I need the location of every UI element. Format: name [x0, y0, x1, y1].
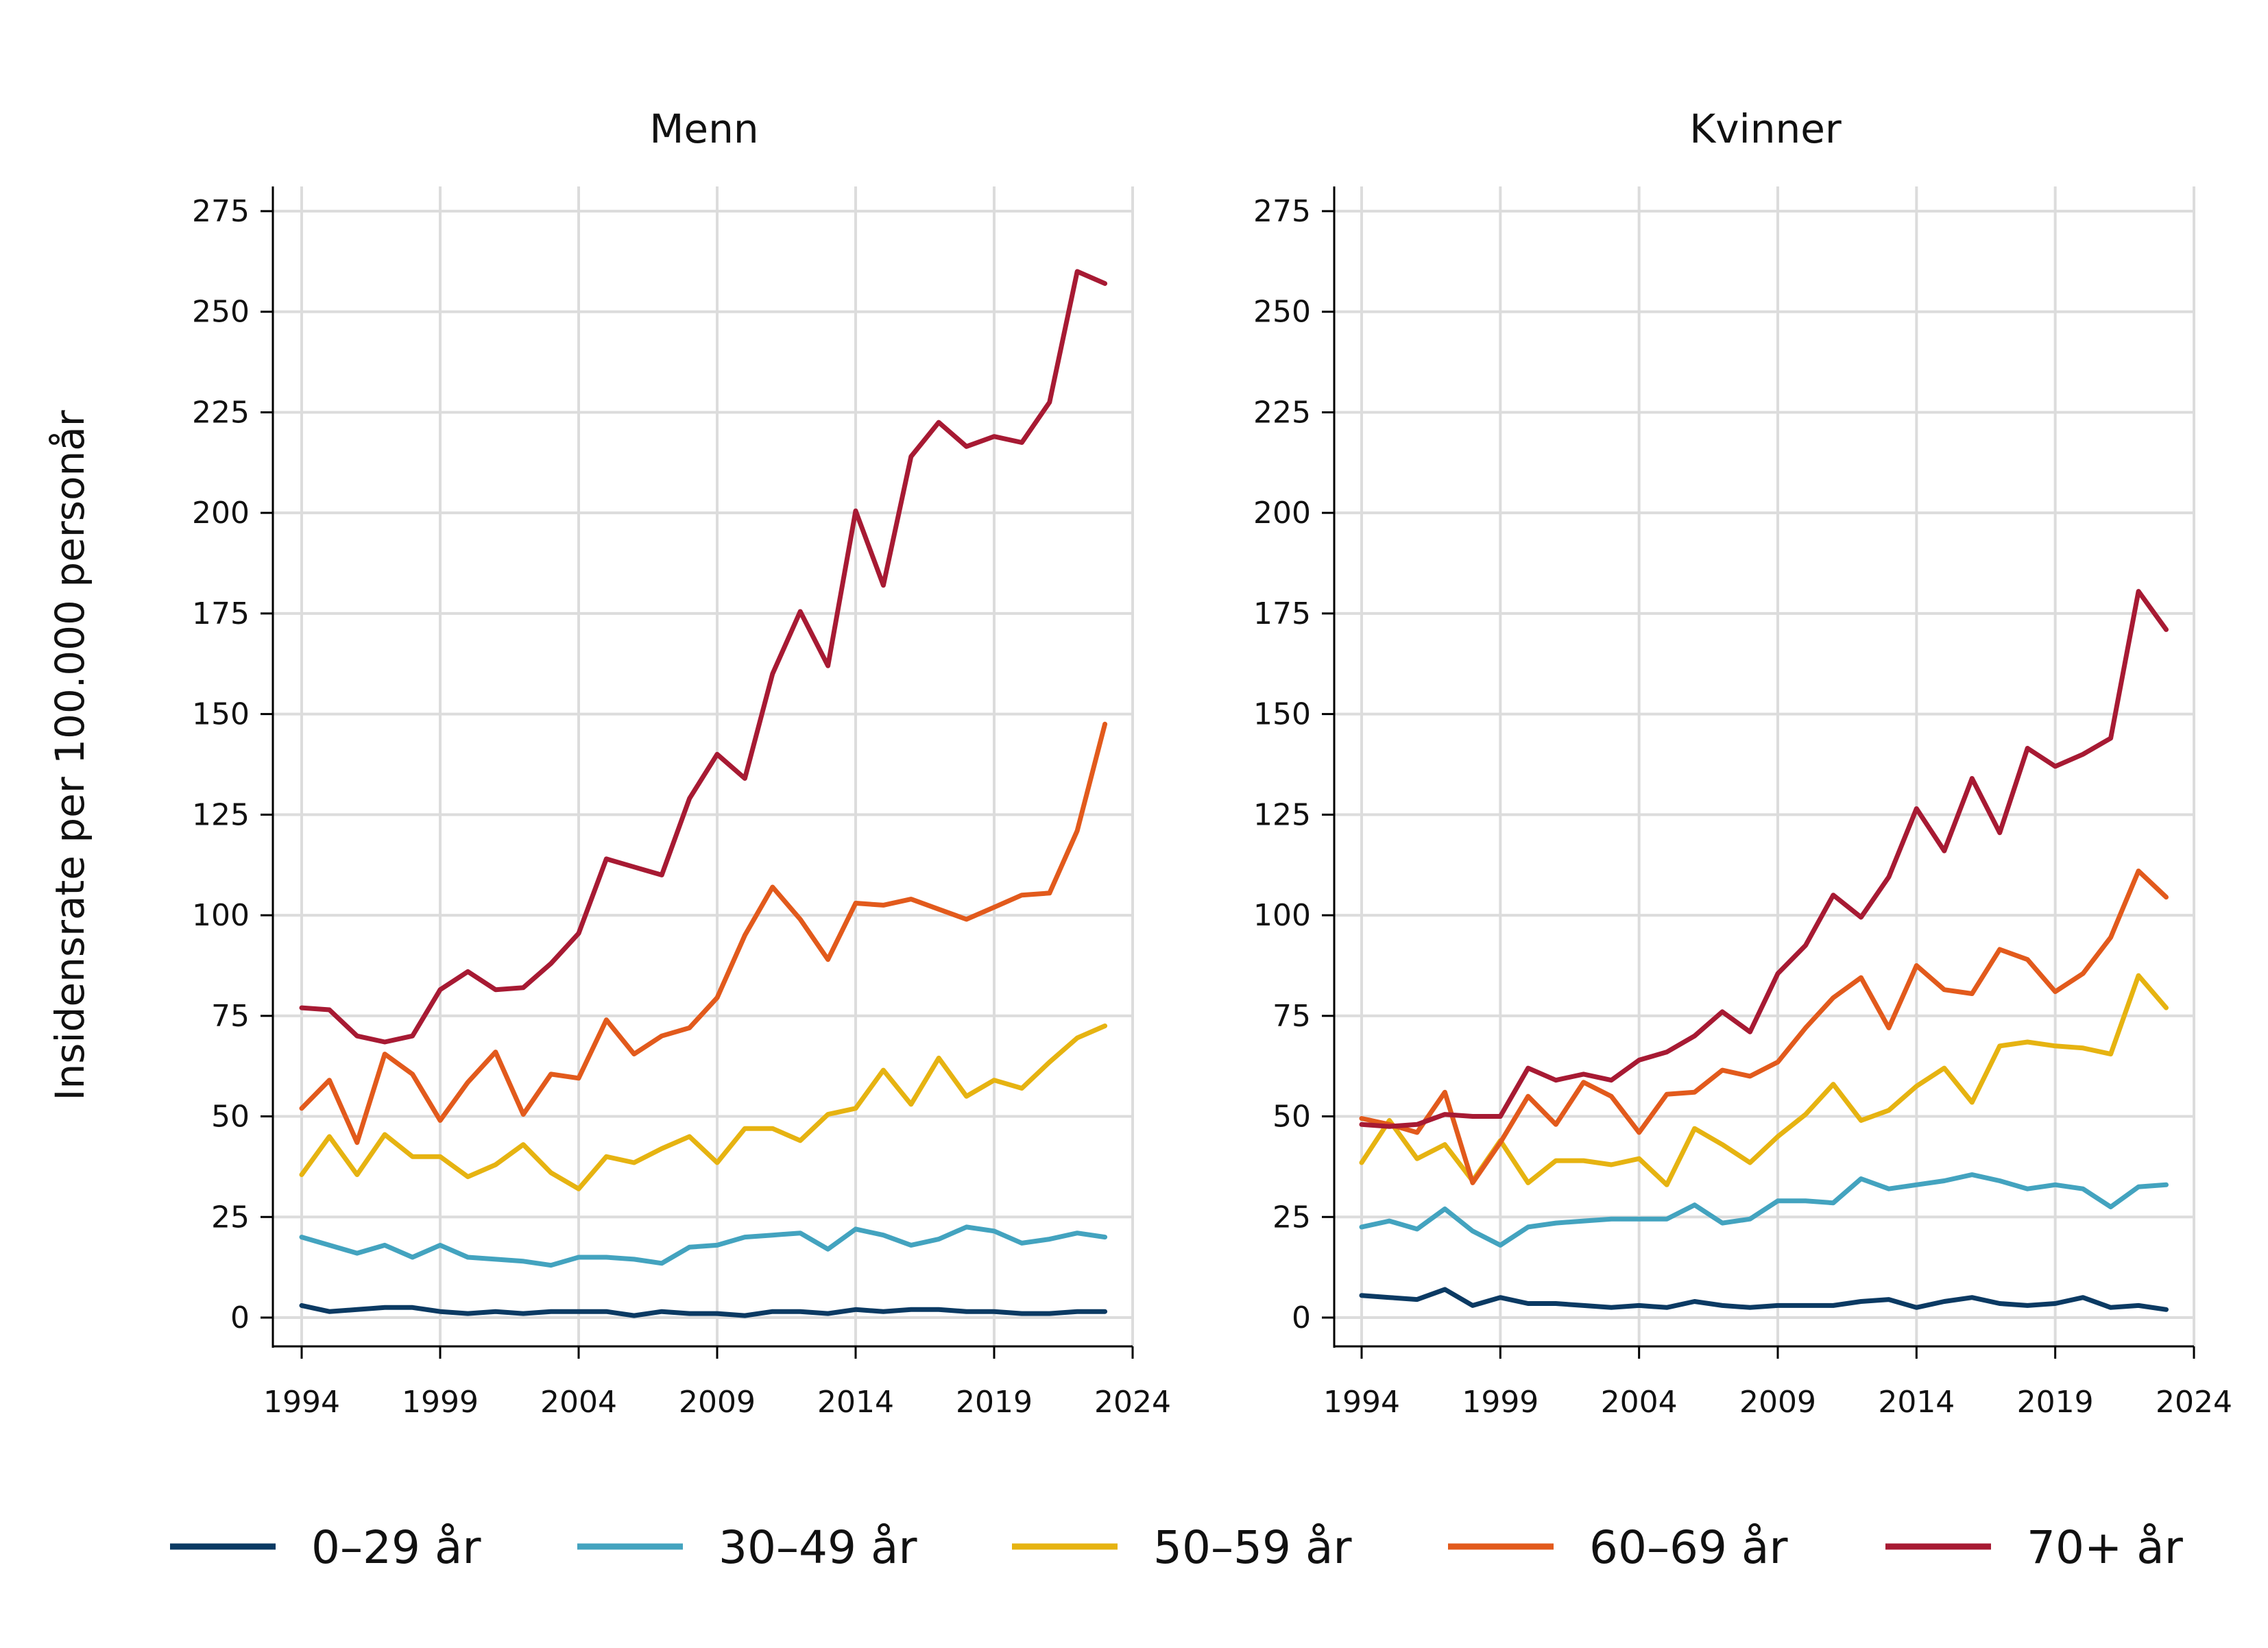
panel-menn: Menn 0 25 50 75 100 125 150 175 200 225 250 275 1994 1…	[192, 106, 1171, 1420]
legend-label: 30–49 år	[719, 1521, 917, 1574]
panel-title: Menn	[649, 106, 758, 152]
legend-label: 60–69 år	[1589, 1521, 1788, 1574]
legend-item: 60–69 år	[1448, 1521, 1788, 1574]
y-tick-label: 225	[1253, 395, 1311, 430]
x-tick-label: 1999	[1462, 1385, 1539, 1420]
panel-kvinner: Kvinner 0 25 50 75 100 125 150 175 200 225 250 275 19…	[1253, 106, 2232, 1420]
x-tick-label: 2004	[1601, 1385, 1678, 1420]
legend-label: 70+ år	[2027, 1521, 2184, 1574]
series-line-0	[1359, 1287, 2169, 1312]
y-tick-label: 200	[192, 496, 250, 531]
y-tick-label: 75	[1272, 999, 1311, 1034]
x-tick-label: 2019	[956, 1385, 1033, 1420]
y-tick-label: 150	[1253, 697, 1311, 732]
series-line-2	[299, 1023, 1108, 1191]
legend-item: 30–49 år	[577, 1521, 917, 1574]
y-tick-label: 25	[1272, 1200, 1311, 1235]
y-tick-label: 175	[1253, 596, 1311, 631]
y-tick-label: 75	[211, 999, 250, 1034]
legend-item: 70+ år	[1885, 1521, 2184, 1574]
y-tick-label: 100	[192, 898, 250, 933]
series-line-1	[299, 1224, 1108, 1268]
series-line-0	[299, 1302, 1108, 1318]
x-tick-label: 1994	[263, 1385, 340, 1420]
legend: 0–29 år 30–49 år 50–59 år 60–69 år 70+ år	[170, 1521, 2184, 1574]
x-tick-label: 2009	[1739, 1385, 1816, 1420]
series-lines	[1359, 589, 2169, 1312]
y-axis-label: Insidensrate per 100.000 personår	[47, 410, 93, 1100]
series-line-4	[1359, 589, 2169, 1129]
gridlines	[1334, 186, 2195, 1346]
series-line-4	[299, 269, 1108, 1045]
y-tick-label: 0	[1292, 1300, 1311, 1335]
y-tick-label: 175	[192, 596, 250, 631]
y-tick-label: 250	[1253, 295, 1311, 330]
x-tick-label: 2014	[817, 1385, 894, 1420]
series-line-1	[1359, 1172, 2169, 1248]
y-tick-label: 225	[192, 395, 250, 430]
x-tick-label: 2024	[1094, 1385, 1171, 1420]
x-tick-label: 2014	[1878, 1385, 1955, 1420]
legend-label: 50–59 år	[1153, 1521, 1352, 1574]
y-tick-label: 200	[1253, 496, 1311, 531]
x-tick-label: 1994	[1323, 1385, 1400, 1420]
y-tick-label: 275	[1253, 194, 1311, 229]
panel-title: Kvinner	[1689, 106, 1842, 152]
x-tick-label: 2004	[540, 1385, 617, 1420]
y-tick-label: 250	[192, 295, 250, 330]
y-tick-label: 0	[230, 1300, 250, 1335]
y-tick-label: 100	[1253, 898, 1311, 933]
y-tick-label: 25	[211, 1200, 250, 1235]
y-tick-label: 50	[211, 1100, 250, 1135]
legend-label: 0–29 år	[311, 1521, 481, 1574]
x-tick-label: 2009	[679, 1385, 756, 1420]
x-tick-label: 2019	[2017, 1385, 2094, 1420]
series-line-3	[299, 721, 1108, 1146]
x-tick-label: 1999	[402, 1385, 479, 1420]
y-tick-label: 125	[1253, 797, 1311, 832]
y-tick-label: 275	[192, 194, 250, 229]
y-tick-label: 125	[192, 797, 250, 832]
x-tick-label: 2024	[2156, 1385, 2232, 1420]
y-tick-label: 50	[1272, 1100, 1311, 1135]
legend-item: 0–29 år	[170, 1521, 481, 1574]
series-line-3	[1359, 869, 2169, 1185]
y-tick-label: 150	[192, 697, 250, 732]
legend-item: 50–59 år	[1012, 1521, 1352, 1574]
gridlines	[273, 186, 1134, 1346]
series-lines	[299, 269, 1108, 1318]
